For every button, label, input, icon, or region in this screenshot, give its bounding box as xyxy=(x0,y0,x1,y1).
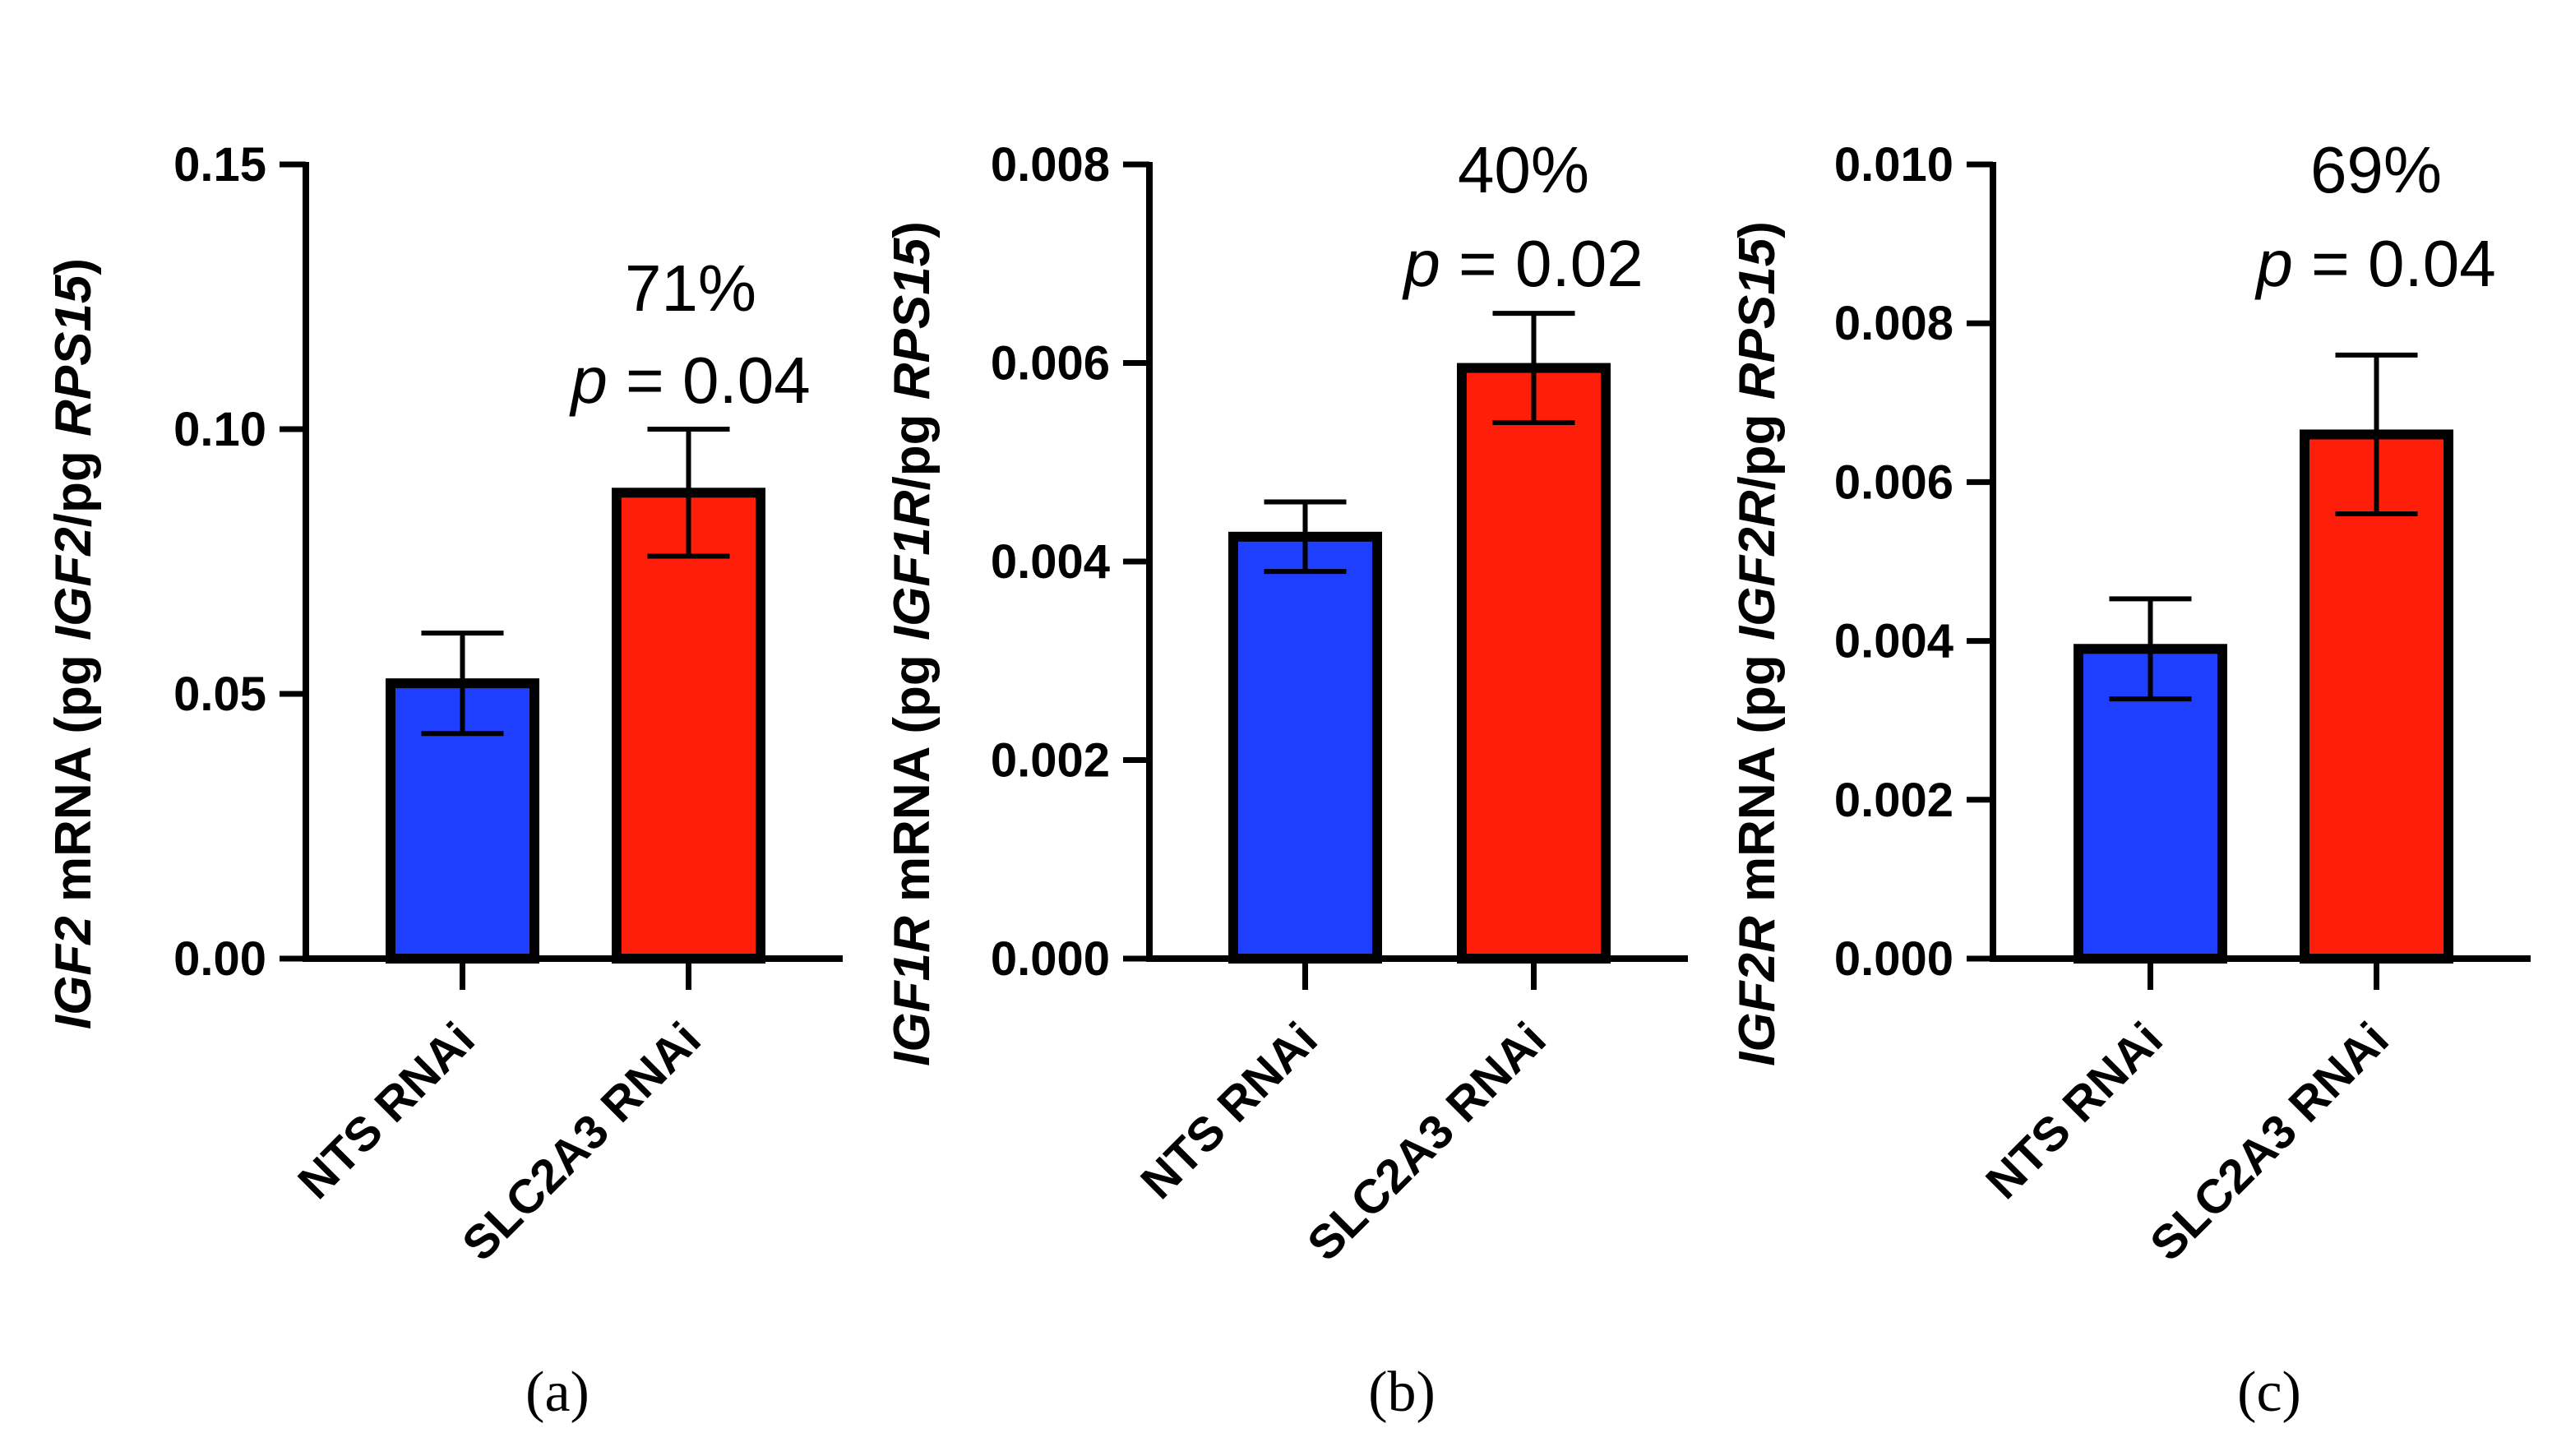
panel-label: (c) xyxy=(2237,1361,2301,1424)
y-axis-label: IGF2 mRNA (pg IGF2/pg RPS15) xyxy=(45,258,102,1029)
panel-label: (a) xyxy=(525,1361,589,1424)
y-tick-label: 0.008 xyxy=(991,138,1110,192)
panel-label: (b) xyxy=(1368,1361,1436,1424)
annotation-p-value: p = 0.04 xyxy=(2254,227,2495,300)
category-label: SLC2A3 RNAi xyxy=(2140,1012,2399,1271)
y-axis-label: IGF2R mRNA (pg IGF2R/pg RPS15) xyxy=(1729,221,1786,1066)
category-label: NTS RNAi xyxy=(1976,1012,2173,1209)
y-tick-label: 0.008 xyxy=(1834,297,1953,350)
error-bar xyxy=(2335,352,2418,517)
y-tick-label: 0.010 xyxy=(1834,138,1953,192)
y-tick-label: 0.000 xyxy=(991,932,1110,986)
y-tick-label: 0.004 xyxy=(1834,615,1953,668)
category-label: SLC2A3 RNAi xyxy=(452,1012,711,1271)
error-bar xyxy=(1264,499,1347,575)
y-tick-label: 0.002 xyxy=(1834,774,1953,827)
y-tick-label: 0.006 xyxy=(991,337,1110,391)
y-axis-label: IGF1R mRNA (pg IGF1R/pg RPS15) xyxy=(884,221,941,1066)
category-label: NTS RNAi xyxy=(1130,1012,1328,1209)
annotation-percent: 71% xyxy=(625,252,756,325)
bar-slc2a3-rnai xyxy=(1457,363,1611,964)
chart-panel-2: 0.000 0.002 0.004 0.006 0.008 NTS RNAiSLC2A3 … xyxy=(884,133,1688,1424)
error-bar xyxy=(421,630,504,737)
error-bar xyxy=(2109,596,2192,702)
y-tick-label: 0.006 xyxy=(1834,455,1953,509)
annotation-p-value: p = 0.04 xyxy=(569,344,810,417)
category-label: SLC2A3 RNAi xyxy=(1297,1012,1556,1271)
category-label: NTS RNAi xyxy=(288,1012,485,1209)
annotation-percent: 40% xyxy=(1458,133,1589,206)
y-tick-label: 0.000 xyxy=(1834,932,1953,986)
annotation-percent: 69% xyxy=(2310,133,2442,206)
y-tick-label: 0.00 xyxy=(173,932,266,986)
y-tick-label: 0.05 xyxy=(173,668,266,721)
y-tick-label: 0.10 xyxy=(173,403,266,456)
chart-panel-3: 0.000 0.002 0.004 0.006 0.008 0.010 NTS RNAiSL… xyxy=(1729,133,2531,1424)
bar-nts-rnai xyxy=(1228,531,1382,964)
y-tick-label: 0.002 xyxy=(991,734,1110,788)
annotation-p-value: p = 0.02 xyxy=(1402,227,1643,300)
error-bar xyxy=(647,427,730,559)
y-tick-label: 0.004 xyxy=(991,535,1110,589)
error-bar xyxy=(1492,311,1575,425)
y-tick-label: 0.15 xyxy=(173,138,266,192)
bar-slc2a3-rnai xyxy=(612,488,765,964)
